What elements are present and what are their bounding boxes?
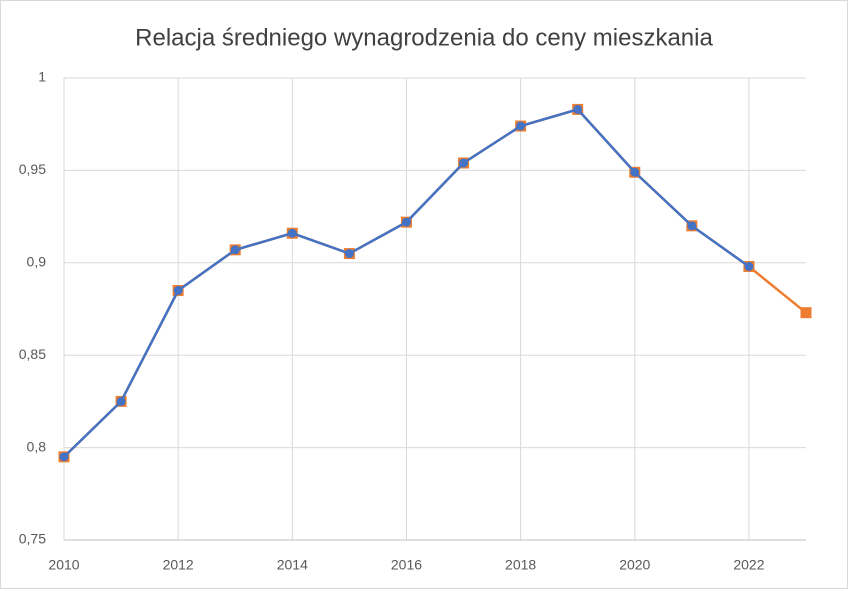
marker <box>401 217 411 227</box>
marker <box>516 121 526 131</box>
y-tick-label: 0,9 <box>27 254 47 270</box>
marker <box>173 286 183 296</box>
x-tick-label: 2018 <box>505 557 536 573</box>
x-tick-label: 2010 <box>48 557 79 573</box>
marker <box>230 245 240 255</box>
y-tick-label: 0,95 <box>19 161 46 177</box>
x-tick-label: 2016 <box>391 557 422 573</box>
marker <box>287 228 297 238</box>
x-tick-label: 2020 <box>619 557 650 573</box>
marker <box>573 104 583 114</box>
chart-title: Relacja średniego wynagrodzenia do ceny … <box>135 24 713 51</box>
x-tick-label: 2014 <box>277 557 308 573</box>
marker <box>459 158 469 168</box>
x-tick-label: 2022 <box>733 557 764 573</box>
marker <box>800 307 812 319</box>
marker <box>744 261 754 271</box>
x-tick-label: 2012 <box>163 557 194 573</box>
marker <box>344 249 354 259</box>
y-tick-label: 1 <box>38 69 46 85</box>
marker <box>59 452 69 462</box>
marker <box>687 221 697 231</box>
y-tick-label: 0,8 <box>27 438 47 454</box>
marker <box>116 396 126 406</box>
y-tick-label: 0,85 <box>19 346 46 362</box>
marker <box>630 167 640 177</box>
y-tick-label: 0,75 <box>19 531 46 547</box>
